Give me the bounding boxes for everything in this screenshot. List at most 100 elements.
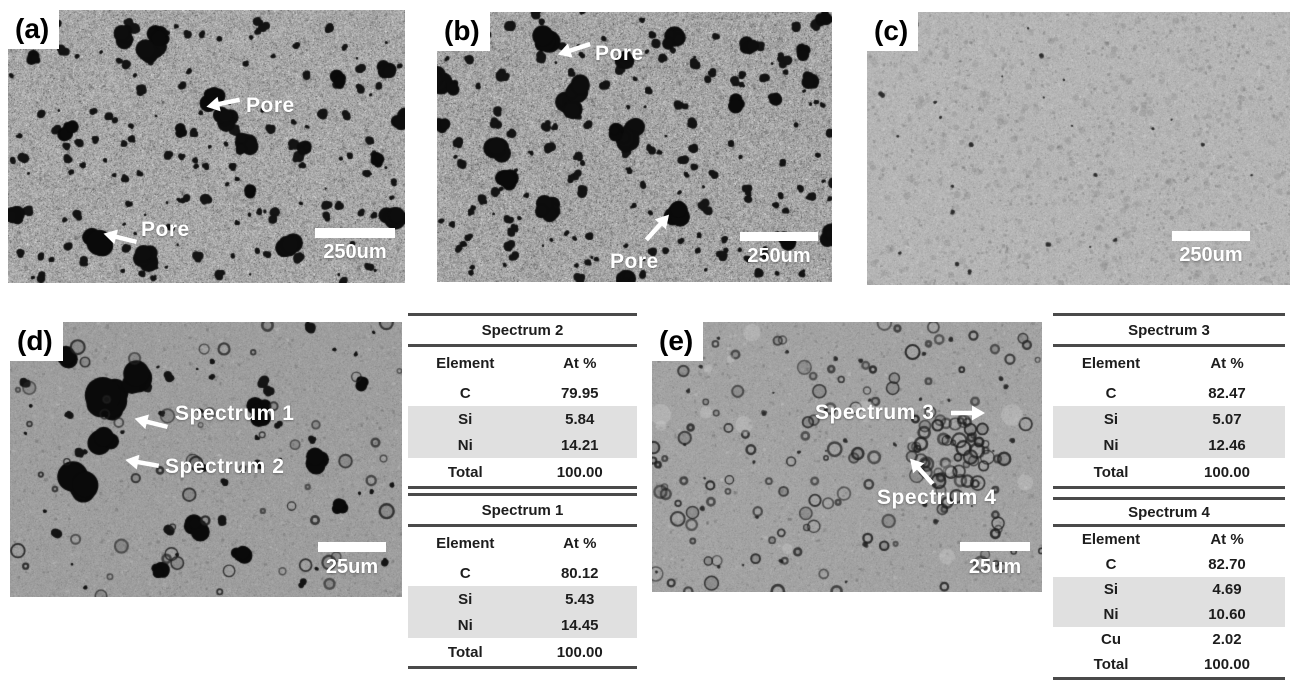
table-header-row: Element At % (1053, 527, 1285, 552)
value-cell: 82.47 (1208, 384, 1246, 402)
arrow-icon (205, 90, 244, 115)
panel-label-d: (d) (10, 322, 63, 361)
pore-annotation: Pore (141, 218, 190, 241)
table-row-total: Total 100.00 (408, 458, 637, 486)
scale-bar-label: 25um (325, 556, 379, 578)
element-cell: Total (1093, 656, 1129, 673)
table-row: Cu 2.02 (1053, 627, 1285, 652)
table-header-row: Element At % (1053, 347, 1285, 380)
table-row: C 82.70 (1053, 552, 1285, 577)
scale-bar (1172, 231, 1250, 241)
table-row-total: Total 100.00 (1053, 652, 1285, 677)
sem-panel-e: (e) Spectrum 3 Spectrum 4 25um (652, 322, 1042, 592)
element-cell: Total (1093, 463, 1129, 481)
spectrum-annotation: Spectrum 3 (815, 401, 935, 424)
sem-image-e (652, 322, 1042, 592)
value-cell: 100.00 (556, 643, 603, 661)
scale-bar-label: 250um (323, 241, 387, 263)
table-row: C 79.95 (408, 380, 637, 406)
column-header-at-percent: At % (1210, 531, 1244, 548)
element-cell: Ni (457, 616, 473, 634)
table-row-total: Total 100.00 (1053, 458, 1285, 486)
scale-bar-label: 250um (1179, 244, 1243, 266)
table-row-total: Total 100.00 (408, 638, 637, 666)
scale-bar (960, 542, 1030, 551)
value-cell: 5.07 (1212, 410, 1242, 428)
element-cell: Total (447, 463, 483, 481)
eds-table-spectrum-2: Spectrum 2 Element At % C 79.95 Si 5.84 … (408, 313, 637, 489)
element-cell: Si (1103, 581, 1119, 598)
eds-table-spectrum-3: Spectrum 3 Element At % C 82.47 Si 5.07 … (1053, 313, 1285, 489)
table-title: Spectrum 2 (408, 316, 637, 347)
column-header-element: Element (436, 355, 495, 372)
panel-label-a: (a) (8, 10, 60, 49)
column-header-at-percent: At % (563, 535, 597, 552)
column-header-element: Element (1081, 355, 1141, 372)
value-cell: 82.70 (1208, 556, 1246, 573)
value-cell: 4.69 (1212, 581, 1242, 598)
arrow-icon (638, 209, 675, 248)
sem-panel-c: (c) 250um (867, 12, 1290, 285)
scale-bar (315, 228, 395, 238)
column-header-at-percent: At % (1210, 355, 1244, 372)
pore-annotation: Pore (246, 94, 295, 117)
spectrum-annotation: Spectrum 4 (877, 486, 997, 509)
panel-label-b: (b) (437, 12, 490, 51)
column-header-at-percent: At % (563, 355, 597, 372)
table-row: Si 5.43 (408, 586, 637, 612)
scale-bar (318, 542, 386, 552)
eds-table-spectrum-4: Spectrum 4 Element At % C 82.70 Si 4.69 … (1053, 497, 1285, 680)
value-cell: 100.00 (1204, 463, 1250, 481)
arrow-icon (949, 404, 985, 422)
eds-table-spectrum-1: Spectrum 1 Element At % C 80.12 Si 5.43 … (408, 493, 637, 669)
scale-bar-label: 25um (968, 556, 1022, 578)
table-row: Si 4.69 (1053, 577, 1285, 602)
table-row: C 82.47 (1053, 380, 1285, 406)
scale-bar-label: 250um (747, 245, 811, 267)
value-cell: 79.95 (560, 384, 599, 402)
value-cell: 2.02 (1212, 631, 1242, 648)
table-row: Ni 14.21 (408, 432, 637, 458)
arrow-icon (101, 225, 140, 251)
value-cell: 100.00 (556, 463, 603, 481)
value-cell: 5.43 (565, 590, 595, 608)
value-cell: 10.60 (1208, 606, 1246, 623)
table-title: Spectrum 4 (1053, 500, 1285, 527)
table-header-row: Element At % (408, 527, 637, 560)
sem-panel-d: (d) Spectrum 1 Spectrum 2 25um (10, 322, 402, 597)
table-row: C 80.12 (408, 560, 637, 586)
arrow-icon (132, 410, 171, 436)
pore-annotation: Pore (610, 250, 659, 273)
table-row: Ni 14.45 (408, 612, 637, 638)
table-title: Spectrum 1 (408, 496, 637, 527)
scale-bar (740, 232, 818, 241)
arrow-icon (555, 35, 595, 63)
element-cell: Si (458, 410, 473, 428)
element-cell: Ni (1103, 606, 1119, 623)
value-cell: 100.00 (1204, 656, 1250, 673)
spectrum-annotation: Spectrum 1 (175, 402, 295, 425)
element-cell: Si (1103, 410, 1119, 428)
element-cell: Cu (1101, 631, 1121, 648)
table-row: Ni 12.46 (1053, 432, 1285, 458)
element-cell: Ni (1103, 436, 1119, 454)
element-cell: Ni (457, 436, 473, 454)
sem-panel-a: (a) Pore Pore 250um (8, 10, 405, 283)
value-cell: 5.84 (565, 410, 595, 428)
arrow-icon (903, 453, 940, 492)
table-title: Spectrum 3 (1053, 316, 1285, 347)
spectrum-annotation: Spectrum 2 (165, 455, 285, 478)
panel-label-e: (e) (652, 322, 704, 361)
value-cell: 80.12 (560, 564, 599, 582)
value-cell: 12.46 (1208, 436, 1246, 454)
element-cell: C (1105, 556, 1117, 573)
column-header-element: Element (1081, 531, 1141, 548)
element-cell: Total (447, 643, 483, 661)
element-cell: C (459, 564, 471, 582)
table-row: Ni 10.60 (1053, 602, 1285, 627)
value-cell: 14.45 (560, 616, 599, 634)
sem-panel-b: (b) Pore Pore 250um (437, 12, 832, 282)
value-cell: 14.21 (560, 436, 599, 454)
panel-label-c: (c) (867, 12, 919, 51)
